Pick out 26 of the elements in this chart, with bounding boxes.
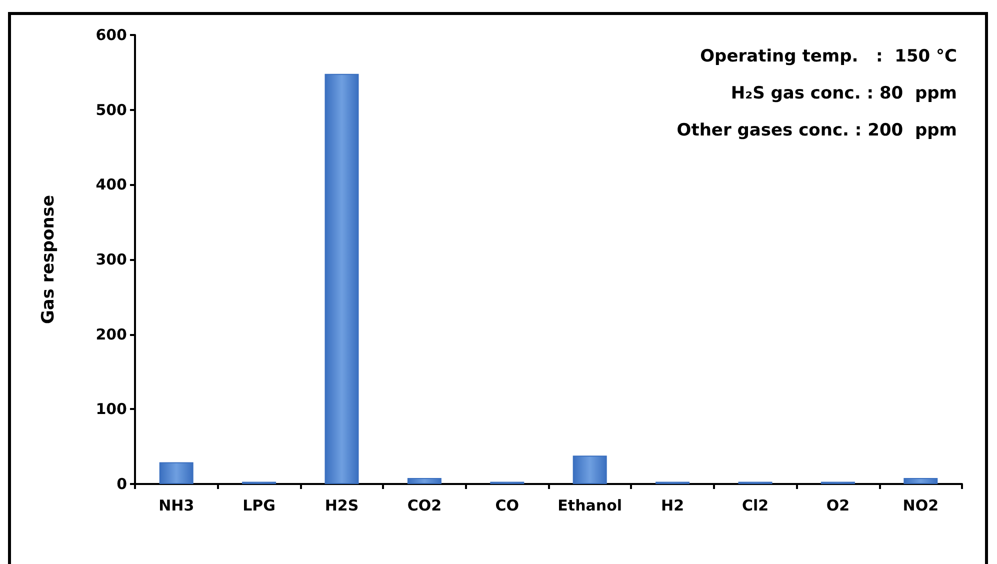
x-tick-label: H2S: [324, 496, 359, 514]
annotation: Operating temp. : 150 °C: [700, 46, 957, 66]
bar: [324, 74, 359, 484]
annotation: Other gases conc. : 200 ppm: [676, 120, 957, 140]
bar: [572, 456, 607, 484]
bar: [159, 462, 194, 484]
y-tick-label: 400: [96, 176, 127, 194]
y-tick-label: 600: [96, 26, 127, 44]
y-axis-title: Gas response: [38, 194, 58, 324]
x-tick-label: H2: [661, 496, 684, 514]
x-tick-label: CO2: [407, 496, 442, 514]
x-tick-label: NH3: [158, 496, 194, 514]
x-tick-label: Cl2: [742, 496, 769, 514]
x-tick-label: NO2: [902, 496, 939, 514]
bar: [904, 478, 938, 484]
y-tick-label: 100: [96, 400, 127, 418]
y-tick-label: 300: [96, 250, 127, 268]
x-tick-label: O2: [826, 496, 850, 514]
y-tick-label: 0: [116, 475, 127, 493]
x-tick-label: CO: [495, 496, 520, 514]
annotation: H₂S gas conc. : 80 ppm: [730, 84, 957, 104]
y-tick-label: 200: [96, 325, 127, 344]
x-tick-label: LPG: [242, 496, 276, 514]
bar: [407, 478, 442, 484]
y-tick-label: 500: [96, 100, 127, 119]
x-tick-label: Ethanol: [558, 496, 622, 514]
